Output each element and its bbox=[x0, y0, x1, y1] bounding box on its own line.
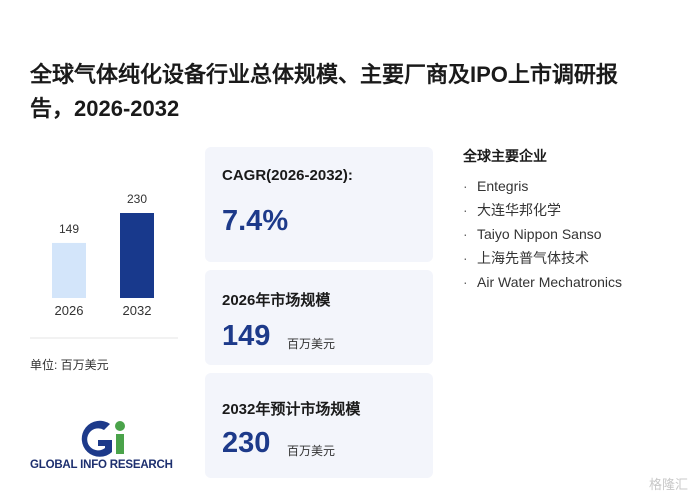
bullet: · bbox=[463, 274, 468, 290]
bullet: · bbox=[463, 178, 468, 194]
bullet: · bbox=[463, 202, 468, 218]
company-item: · 上海先普气体技术 bbox=[463, 246, 622, 270]
x-tick-label: 2032 bbox=[123, 303, 152, 318]
company-heading: 全球主要企业 bbox=[463, 148, 547, 164]
company-list: 全球主要企业 · Entegris · 大连华邦化学 · Taiyo Nippon San… bbox=[463, 146, 622, 294]
bullet: · bbox=[463, 250, 468, 266]
logo bbox=[81, 420, 125, 457]
unit-note: 单位: 百万美元 bbox=[30, 358, 109, 372]
x-tick-label: 2026 bbox=[55, 303, 84, 318]
bar bbox=[120, 213, 154, 298]
card: 2026年市场规模 149 百万美元 bbox=[205, 270, 433, 365]
logo-i bbox=[116, 434, 124, 454]
card: 2032年预计市场规模 230 百万美元 bbox=[205, 373, 433, 478]
card-label: 2032年预计市场规模 bbox=[222, 401, 361, 418]
company-item: · Taiyo Nippon Sanso bbox=[463, 222, 622, 246]
logo-text: GLOBAL INFO RESEARCH bbox=[30, 459, 173, 471]
company-name: Air Water Mechatronics bbox=[477, 274, 622, 290]
bullet: · bbox=[463, 226, 468, 242]
card-value: 230 bbox=[222, 427, 271, 459]
company-name: Taiyo Nippon Sanso bbox=[477, 226, 602, 242]
company-items: · Entegris · 大连华邦化学 · Taiyo Nippon Sanso · 上海先普… bbox=[463, 174, 622, 294]
card-value: 7.4% bbox=[222, 205, 289, 237]
logo-g bbox=[81, 420, 112, 457]
source-mark: 格隆汇 bbox=[648, 477, 688, 492]
card-unit: 百万美元 bbox=[287, 337, 336, 351]
card-value: 149 bbox=[222, 320, 271, 352]
card-unit: 百万美元 bbox=[287, 444, 336, 458]
card-label: 2026年市场规模 bbox=[222, 292, 331, 309]
company-item: · Entegris bbox=[463, 174, 622, 198]
card-label: CAGR(2026-2032): bbox=[222, 167, 353, 184]
value-label: 149 bbox=[59, 222, 79, 236]
company-item: · 大连华邦化学 bbox=[463, 198, 622, 222]
bar bbox=[52, 242, 86, 298]
logo-dot bbox=[115, 421, 125, 431]
chart: 149 2026 230 2032 bbox=[30, 192, 178, 339]
company-item: · Air Water Mechatronics bbox=[463, 270, 622, 294]
company-name: Entegris bbox=[477, 178, 529, 194]
card: CAGR(2026-2032): 7.4% bbox=[205, 147, 433, 262]
value-label: 230 bbox=[127, 192, 147, 206]
company-name: 大连华邦化学 bbox=[477, 202, 561, 218]
company-name: 上海先普气体技术 bbox=[477, 250, 589, 266]
title: 全球气体纯化设备行业总体规模、主要厂商及IPO上市调研报告，2026-2032 bbox=[30, 62, 618, 121]
